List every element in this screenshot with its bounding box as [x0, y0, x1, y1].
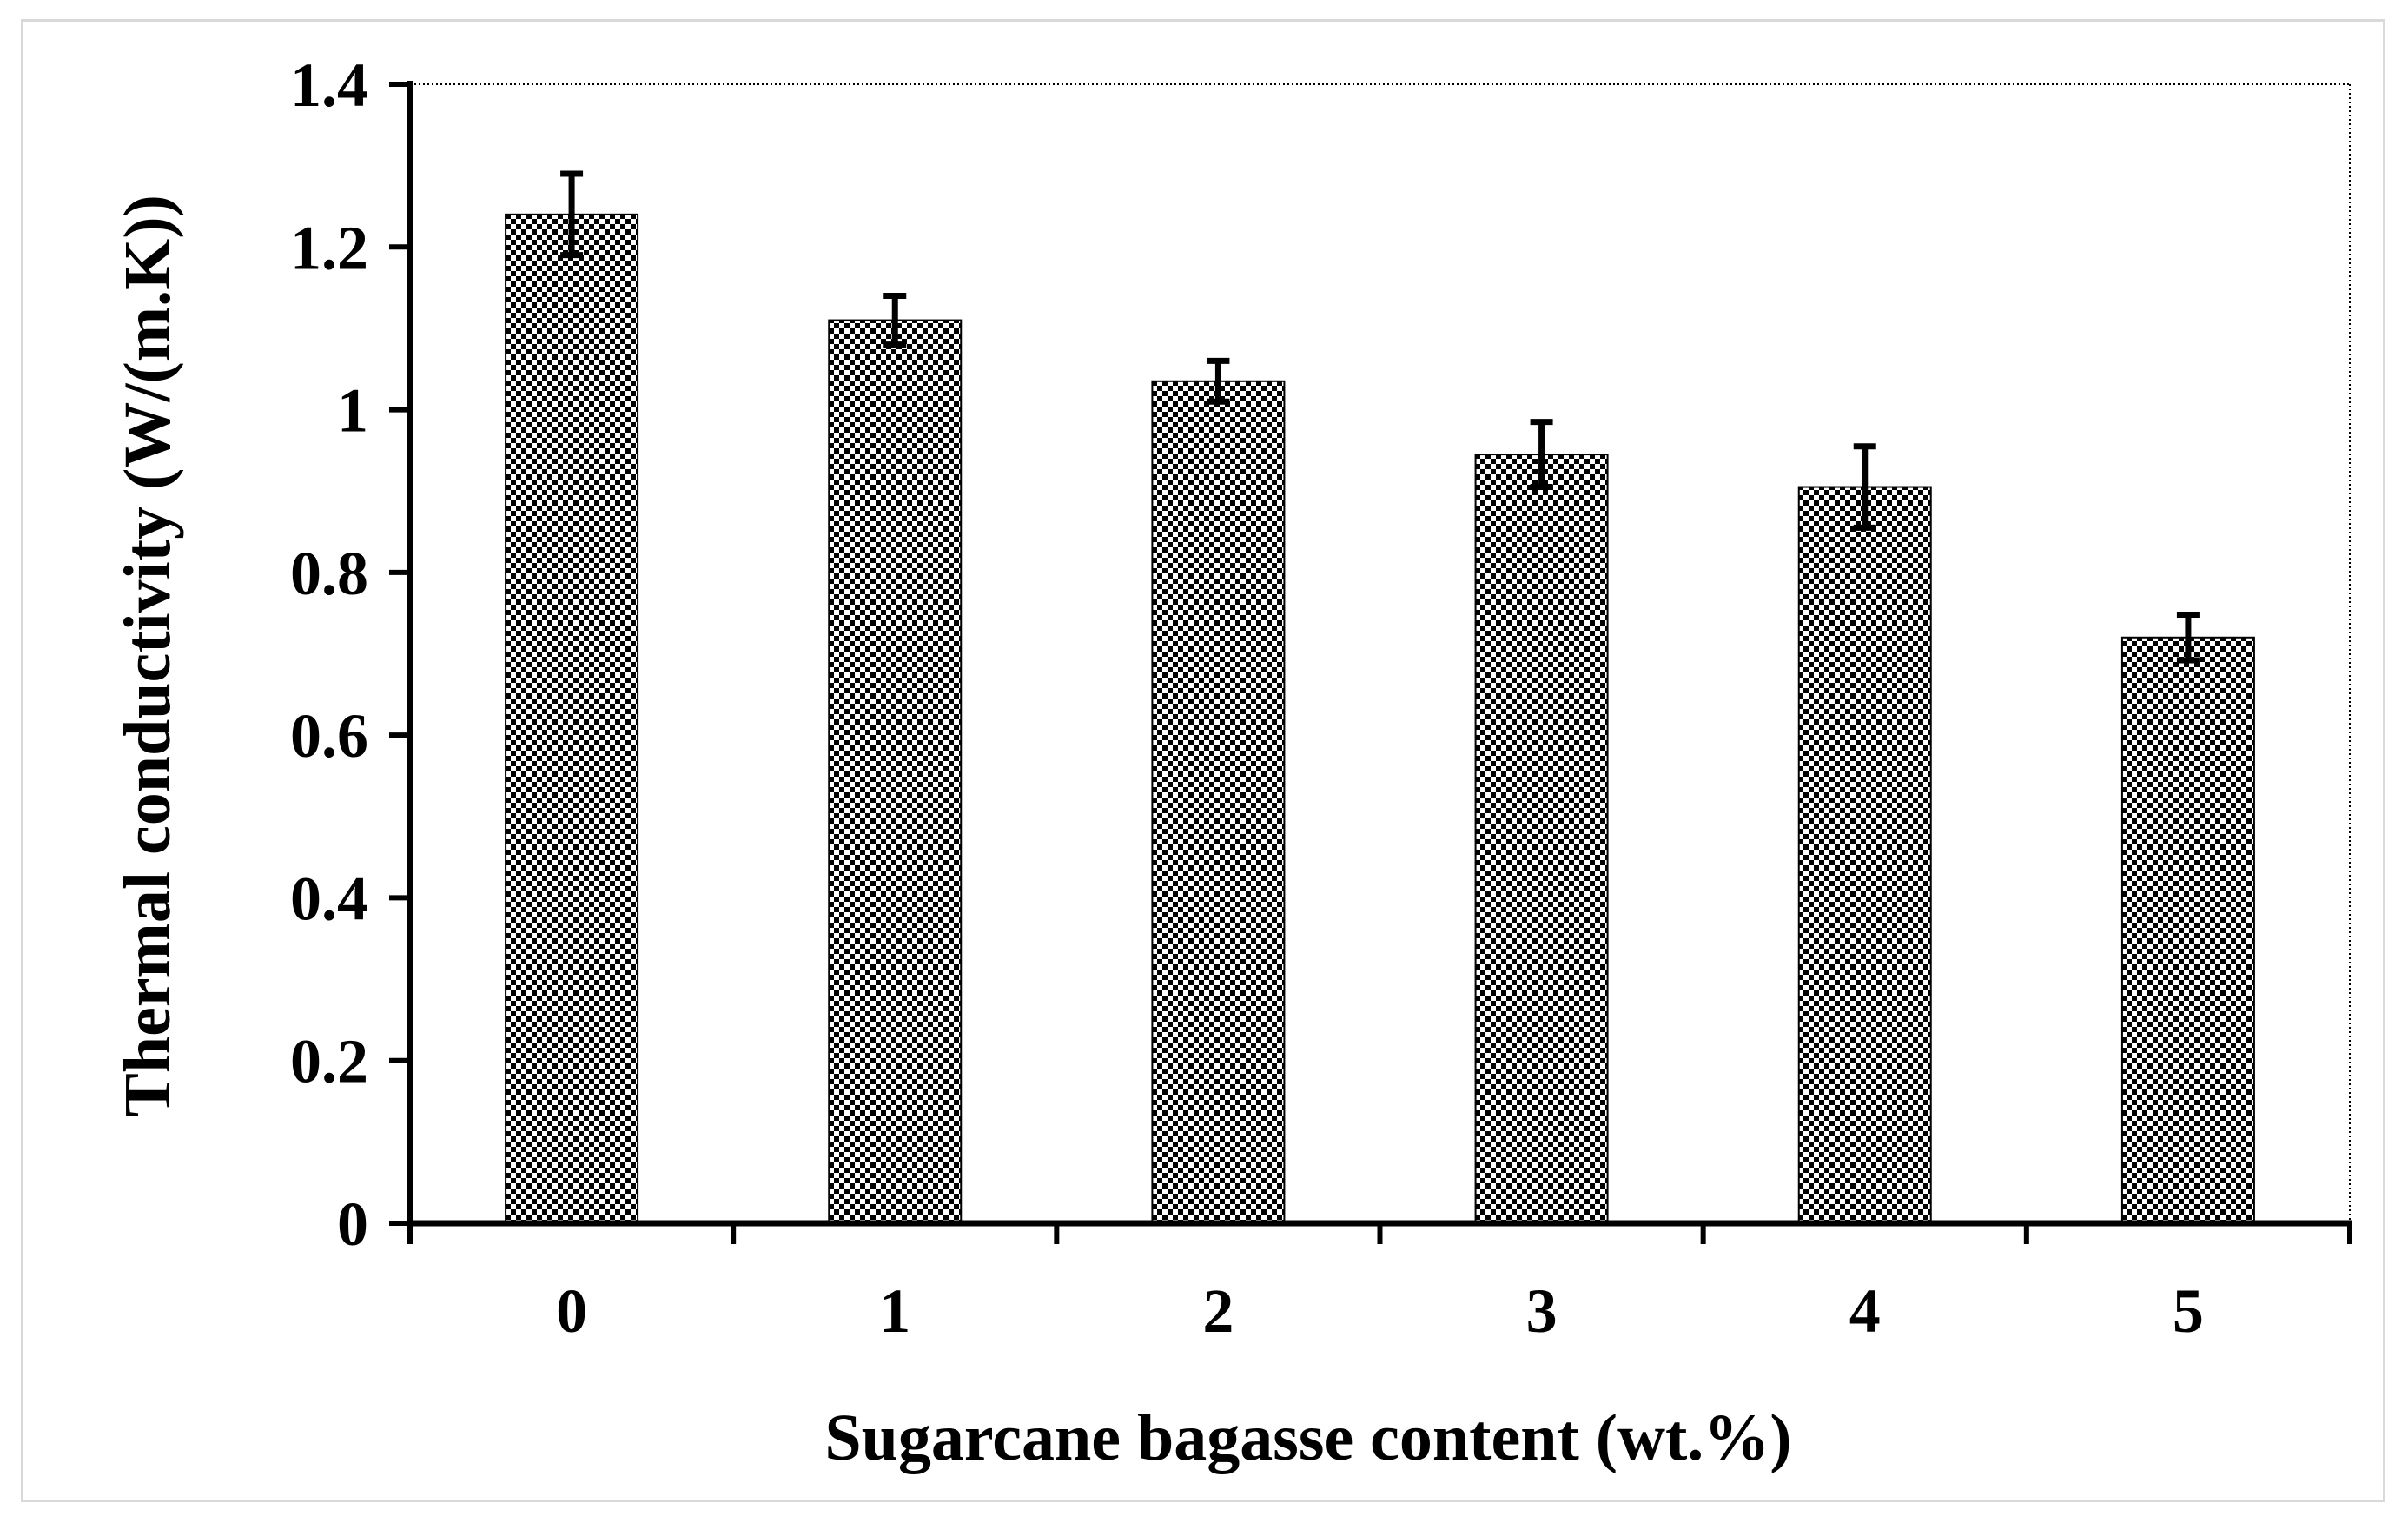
error-bar-0 [560, 170, 584, 259]
x-tick-labels: 0 1 2 3 4 5 [556, 1276, 2204, 1346]
axes-group [389, 81, 2352, 1244]
y-tick-label: 0.4 [290, 864, 368, 933]
y-tick-label: 0.8 [290, 539, 368, 608]
error-bar-1 [883, 292, 907, 348]
figure-frame [21, 19, 2385, 1502]
bar-3 [1474, 454, 1609, 1224]
error-bar-3 [1530, 419, 1553, 491]
y-tick-label: 0 [337, 1189, 368, 1259]
error-bar-5 [2176, 612, 2200, 664]
plot-area-border [410, 83, 2351, 1223]
x-axis-title: Sugarcane bagasse content (wt.%) [824, 1401, 1791, 1474]
bar-2 [1151, 380, 1286, 1224]
x-tick-label: 3 [1526, 1276, 1558, 1346]
y-axis-title: Thermal conductivity (W/(m.K)) [111, 195, 184, 1117]
error-bar-4 [1853, 443, 1876, 531]
x-tick-label: 1 [879, 1276, 910, 1346]
y-tick-label: 0.2 [290, 1027, 368, 1096]
y-tick-labels: 0 0.2 0.4 0.6 0.8 1 1.2 1.4 [290, 50, 368, 1259]
bar-5 [2120, 636, 2255, 1224]
x-tick-label: 2 [1202, 1276, 1234, 1346]
bar-0 [505, 213, 639, 1224]
bar-1 [828, 319, 963, 1224]
y-tick-label: 1.2 [290, 213, 368, 282]
bars-group [505, 213, 2255, 1224]
bar-4 [1797, 486, 1932, 1224]
error-bars-group [560, 170, 2200, 664]
x-tick-label: 5 [2173, 1276, 2204, 1346]
y-tick-label: 1.4 [290, 50, 368, 120]
y-tick-label: 0.6 [290, 701, 368, 771]
y-tick-label: 1 [337, 376, 368, 446]
x-tick-label: 4 [1849, 1276, 1881, 1346]
x-tick-label: 0 [556, 1276, 587, 1346]
error-bar-2 [1207, 357, 1230, 405]
